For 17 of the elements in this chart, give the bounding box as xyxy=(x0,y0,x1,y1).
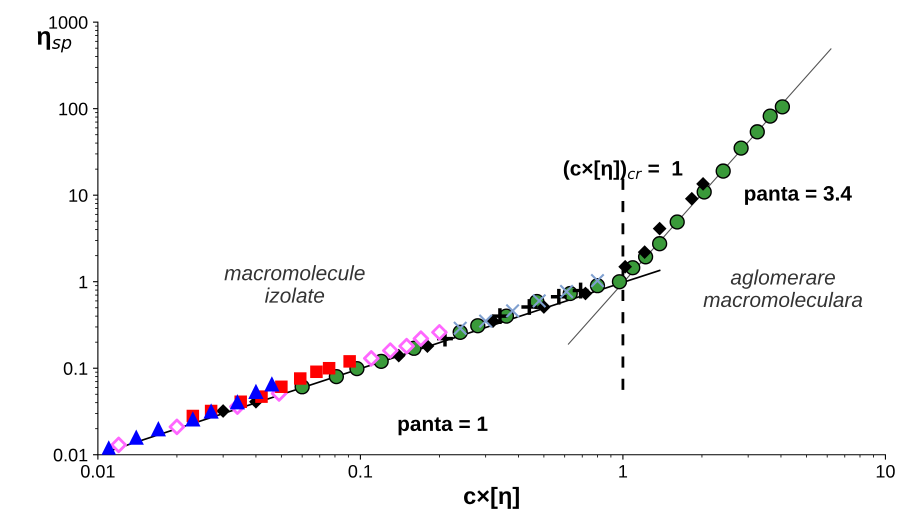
x-tick-label: 0.1 xyxy=(348,464,372,478)
y-axis-title: η$_{sp}$ xyxy=(38,31,72,52)
annotation: macromolecule izolate xyxy=(224,265,365,303)
annotation: aglomerare macromoleculara xyxy=(704,269,862,308)
x-axis-title: c×[η] xyxy=(464,486,519,509)
y-tick-label: 10 xyxy=(69,189,88,202)
y-tick-label: 1 xyxy=(79,276,88,288)
annotation: panta = 3.4 xyxy=(745,186,852,205)
x-tick-label: 1 xyxy=(619,465,628,478)
y-tick-label: 1000 xyxy=(49,16,88,29)
annotation: (c×[η])$_{cr}$ = 1 xyxy=(564,160,682,180)
x-tick-label: 10 xyxy=(876,464,895,478)
y-tick-label: 0.1 xyxy=(64,362,88,375)
x-tick-label: 0.01 xyxy=(81,464,115,478)
annotation: panta = 1 xyxy=(398,416,488,436)
y-tick-label: 100 xyxy=(59,102,88,116)
y-tick-label: 0.01 xyxy=(54,448,88,462)
